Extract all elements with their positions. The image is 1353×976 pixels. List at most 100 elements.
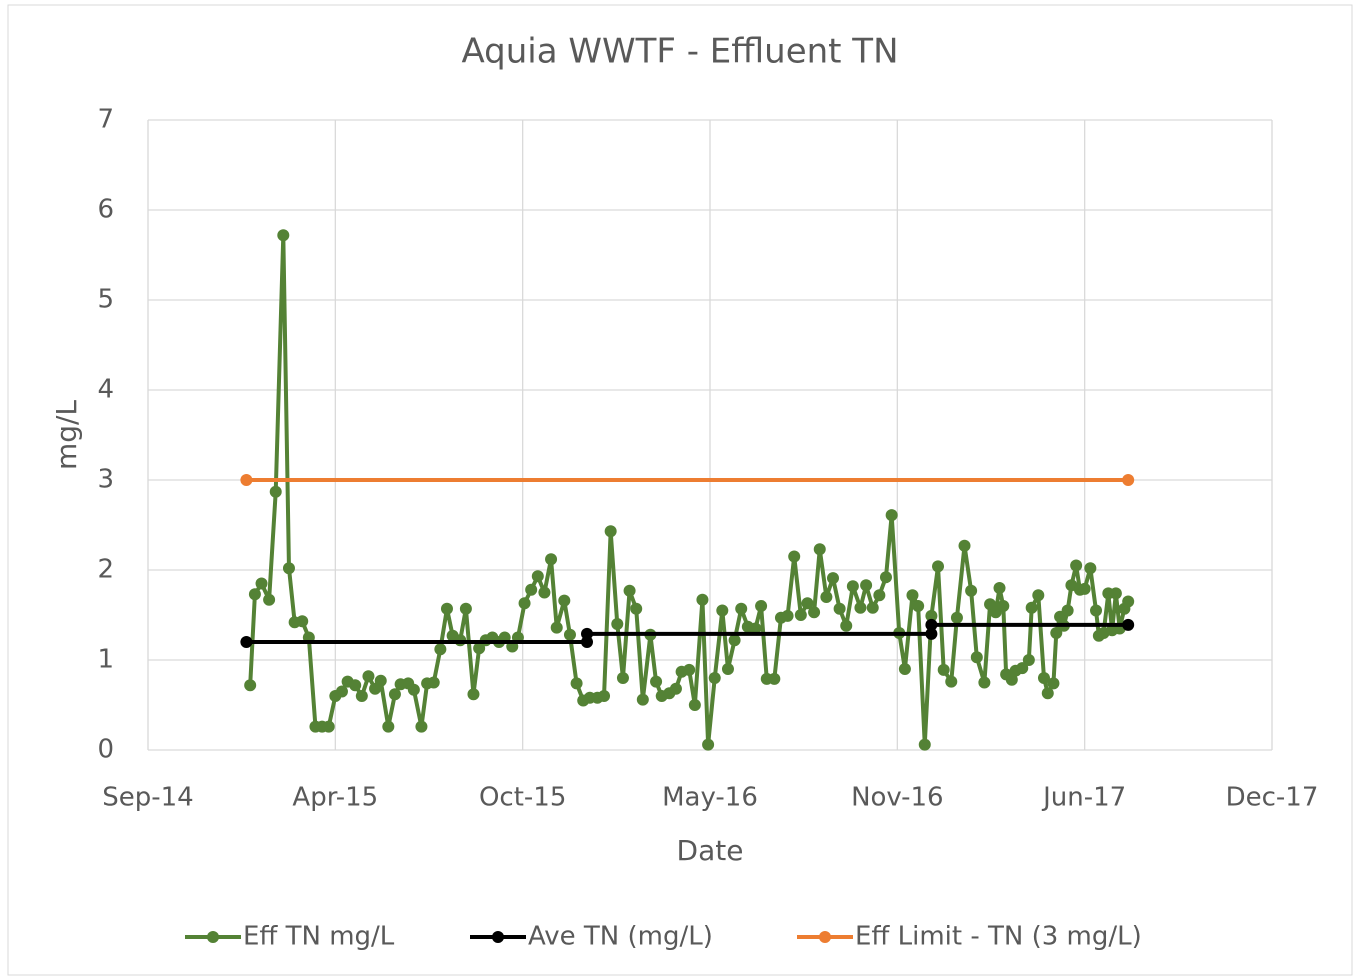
data-point bbox=[322, 720, 335, 733]
x-tick-label: Apr-15 bbox=[292, 783, 378, 813]
data-point bbox=[459, 602, 472, 615]
data-point bbox=[1025, 601, 1038, 614]
y-tick-label: 7 bbox=[97, 105, 114, 135]
series-line bbox=[246, 622, 1129, 644]
data-point bbox=[255, 577, 268, 590]
data-point bbox=[415, 720, 428, 733]
data-point bbox=[1032, 589, 1045, 602]
x-tick-label: Sep-14 bbox=[102, 783, 193, 813]
data-point bbox=[885, 509, 898, 522]
data-point bbox=[440, 602, 453, 615]
data-point bbox=[525, 583, 538, 596]
data-point bbox=[248, 588, 261, 601]
data-point bbox=[636, 693, 649, 706]
data-point bbox=[611, 618, 624, 630]
data-point bbox=[427, 676, 440, 689]
data-point bbox=[755, 600, 768, 612]
data-point bbox=[545, 553, 558, 566]
y-tick-label: 4 bbox=[97, 375, 114, 405]
data-point bbox=[269, 485, 282, 498]
data-point bbox=[518, 597, 531, 610]
x-tick-label: May-16 bbox=[662, 783, 758, 813]
legend-label: Ave TN (mg/L) bbox=[528, 922, 713, 952]
data-point bbox=[374, 674, 387, 687]
data-point bbox=[362, 670, 375, 683]
data-point bbox=[906, 589, 919, 602]
data-point bbox=[826, 572, 839, 585]
data-point bbox=[1061, 604, 1074, 617]
data-point bbox=[1109, 587, 1122, 600]
data-point bbox=[630, 602, 643, 615]
data-point bbox=[650, 675, 663, 688]
data-point bbox=[768, 672, 781, 685]
data-point bbox=[558, 594, 571, 607]
data-point bbox=[1047, 677, 1060, 690]
data-point bbox=[950, 611, 963, 624]
data-point bbox=[702, 738, 715, 751]
data-point bbox=[978, 676, 991, 689]
data-point bbox=[1084, 562, 1097, 575]
data-point bbox=[1037, 672, 1050, 684]
data-point bbox=[1122, 618, 1135, 631]
data-point bbox=[1041, 687, 1054, 700]
data-point bbox=[598, 690, 611, 702]
legend-marker bbox=[207, 931, 219, 943]
data-point bbox=[1005, 673, 1018, 686]
data-point bbox=[335, 685, 348, 698]
data-point bbox=[382, 720, 395, 733]
data-point bbox=[993, 582, 1006, 594]
data-point bbox=[932, 560, 945, 573]
data-point bbox=[296, 615, 309, 628]
data-point bbox=[683, 663, 696, 676]
data-point bbox=[531, 570, 544, 583]
data-point bbox=[1122, 474, 1135, 486]
data-point bbox=[970, 651, 983, 664]
y-tick-label: 3 bbox=[97, 465, 114, 495]
data-point bbox=[854, 601, 867, 614]
data-point bbox=[912, 600, 925, 612]
data-point bbox=[728, 634, 741, 647]
data-point bbox=[925, 609, 938, 622]
data-point bbox=[1022, 654, 1035, 666]
data-point bbox=[721, 663, 734, 675]
data-point bbox=[563, 628, 576, 641]
data-point bbox=[550, 621, 563, 634]
data-point bbox=[925, 618, 938, 631]
data-point bbox=[1122, 595, 1135, 608]
data-point bbox=[708, 672, 721, 684]
chart-title: Aquia WWTF - Effluent TN bbox=[461, 32, 898, 72]
data-point bbox=[813, 543, 826, 556]
data-point bbox=[434, 643, 447, 656]
data-point bbox=[696, 593, 709, 606]
data-point bbox=[840, 619, 853, 632]
y-tick-label: 0 bbox=[97, 735, 114, 765]
data-point bbox=[781, 609, 794, 622]
data-point bbox=[958, 539, 971, 552]
data-point bbox=[873, 589, 886, 602]
data-point bbox=[749, 622, 762, 635]
data-point bbox=[846, 580, 859, 593]
y-tick-label: 5 bbox=[97, 285, 114, 315]
data-point bbox=[860, 579, 873, 592]
data-point bbox=[277, 229, 290, 242]
data-point bbox=[244, 679, 257, 692]
data-point bbox=[688, 699, 701, 711]
data-point bbox=[808, 606, 821, 619]
y-axis-label: mg/L bbox=[50, 400, 83, 470]
y-tick-label: 2 bbox=[97, 555, 114, 585]
data-point bbox=[801, 597, 814, 610]
data-point bbox=[467, 688, 480, 701]
data-point bbox=[1016, 662, 1029, 675]
data-point bbox=[349, 679, 362, 692]
data-point bbox=[581, 627, 594, 640]
data-point bbox=[669, 682, 682, 695]
data-point bbox=[604, 525, 617, 538]
legend-label: Eff Limit - TN (3 mg/L) bbox=[855, 922, 1142, 952]
data-point bbox=[388, 688, 401, 701]
data-point bbox=[282, 562, 295, 575]
data-point bbox=[925, 627, 938, 640]
x-tick-label: Nov-16 bbox=[851, 783, 944, 813]
data-point bbox=[937, 663, 950, 676]
data-point bbox=[473, 642, 486, 655]
